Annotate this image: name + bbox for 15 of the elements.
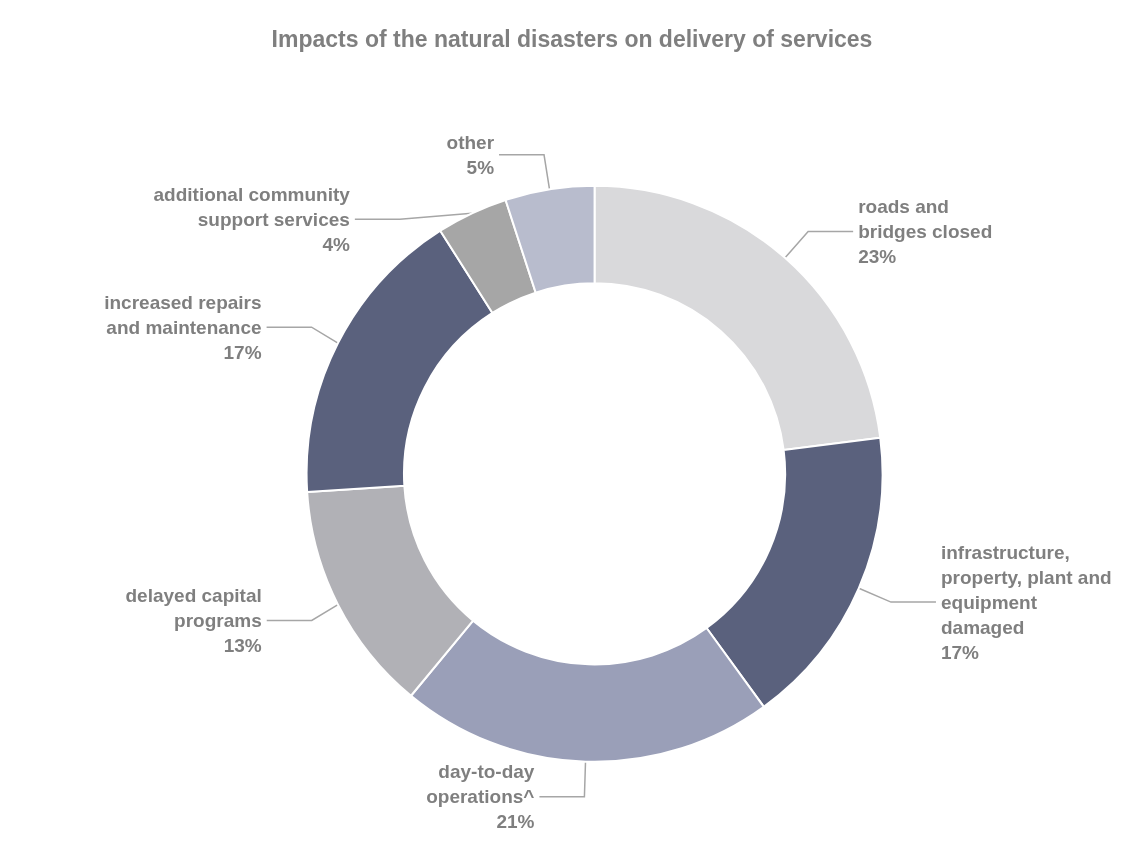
slice-label: day-to-day operations^: [426, 761, 535, 808]
slice-label: additional community support services: [153, 183, 351, 230]
slice-label: increased repairs and maintenance: [104, 291, 262, 338]
data-label: 4%: [322, 233, 350, 255]
data-label: 23%: [858, 246, 897, 268]
data-label: 17%: [940, 641, 980, 663]
data-label: 5%: [466, 156, 495, 178]
slice-label: delayed capital programs: [125, 584, 262, 631]
chart-title: Impacts of the natural disasters on delivery of services: [271, 25, 873, 52]
data-label: 13%: [223, 634, 262, 656]
slice-label: infrastructure, property, plant and equipment damaged: [940, 541, 1112, 638]
slice-label: other: [446, 131, 495, 153]
data-label: 21%: [496, 811, 535, 833]
data-label: 17%: [223, 341, 262, 363]
slice-label: roads and bridges closed: [858, 196, 993, 243]
